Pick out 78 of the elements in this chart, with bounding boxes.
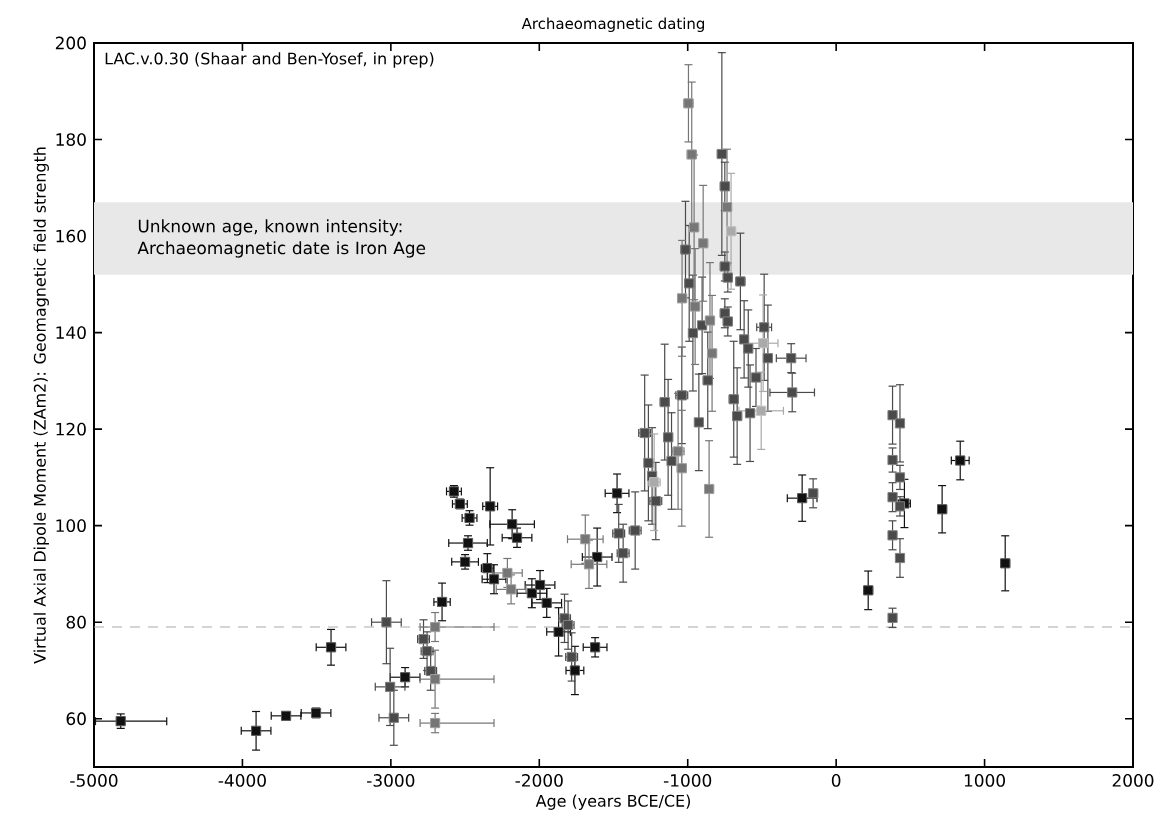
point: [704, 315, 716, 326]
y-tick-label: 140: [56, 326, 86, 340]
point: [429, 674, 441, 685]
point: [887, 492, 898, 503]
point: [385, 681, 396, 692]
point: [553, 626, 564, 637]
y-tick-label: 200: [55, 36, 86, 50]
y-tick-label: 180: [56, 133, 86, 146]
point: [566, 651, 577, 663]
point: [758, 338, 769, 349]
point: [693, 417, 704, 428]
point: [762, 353, 773, 364]
band-label: Unknown age, known intensity: Archaeomagnetic date is Iron Age: [137, 219, 426, 258]
point: [698, 238, 709, 249]
point: [735, 276, 746, 287]
point: [666, 455, 677, 467]
point: [894, 552, 906, 564]
x-tick-label: 1000: [964, 774, 1005, 787]
point: [388, 712, 399, 723]
point: [676, 293, 688, 304]
point: [750, 372, 762, 383]
chart-title: Archaeomagnetic dating: [521, 17, 704, 32]
y-tick-label: 80: [66, 615, 86, 629]
point: [894, 472, 906, 483]
point: [937, 504, 948, 515]
point: [739, 334, 750, 345]
y-tick-label: 60: [66, 712, 86, 726]
point: [787, 387, 798, 398]
point: [592, 551, 603, 563]
point: [887, 454, 898, 466]
point: [808, 488, 819, 499]
point: [894, 501, 906, 512]
point: [590, 642, 601, 653]
point: [887, 410, 898, 421]
point: [743, 343, 754, 354]
point: [526, 588, 537, 599]
x-tick-label: -2000: [515, 774, 563, 787]
point: [429, 717, 441, 729]
point: [541, 597, 552, 608]
point: [611, 488, 623, 499]
point: [684, 278, 695, 289]
point: [643, 457, 654, 469]
point: [429, 621, 441, 633]
y-axis-title: Virtual Axial Dipole Moment (ZAm2): Geomagnetic field strength: [33, 147, 49, 664]
point: [786, 353, 797, 364]
point: [716, 148, 727, 160]
x-axis-title: Age (years BCE/CE): [535, 794, 690, 810]
x-tick-label: -1000: [663, 774, 712, 787]
point: [687, 327, 699, 339]
point: [887, 612, 898, 623]
point: [250, 725, 262, 736]
point: [418, 633, 429, 645]
x-tick-label: 2000: [1112, 774, 1154, 787]
point: [280, 710, 292, 721]
point: [569, 665, 581, 676]
y-tick-label: 100: [56, 519, 86, 533]
annotation: LAC.v.0.30 (Shaar and Ben-Yosef, in prep): [105, 52, 434, 68]
point: [507, 519, 518, 530]
point: [797, 493, 808, 504]
point: [725, 226, 737, 237]
point: [488, 574, 500, 585]
point: [663, 432, 674, 443]
point: [381, 617, 392, 628]
y-tick-label: 120: [56, 422, 86, 436]
point: [894, 418, 906, 429]
x-tick-label: -5000: [70, 774, 118, 787]
point: [887, 530, 898, 541]
point: [732, 411, 743, 422]
x-tick-label: -3000: [367, 774, 415, 787]
point: [703, 483, 715, 495]
x-tick-label: 0: [831, 774, 841, 787]
y-tick-label: 160: [56, 229, 86, 243]
point: [400, 672, 411, 683]
point: [706, 348, 718, 359]
point: [325, 642, 337, 653]
x-tick-label: -4000: [218, 774, 266, 787]
point: [955, 455, 966, 466]
point: [511, 532, 523, 543]
